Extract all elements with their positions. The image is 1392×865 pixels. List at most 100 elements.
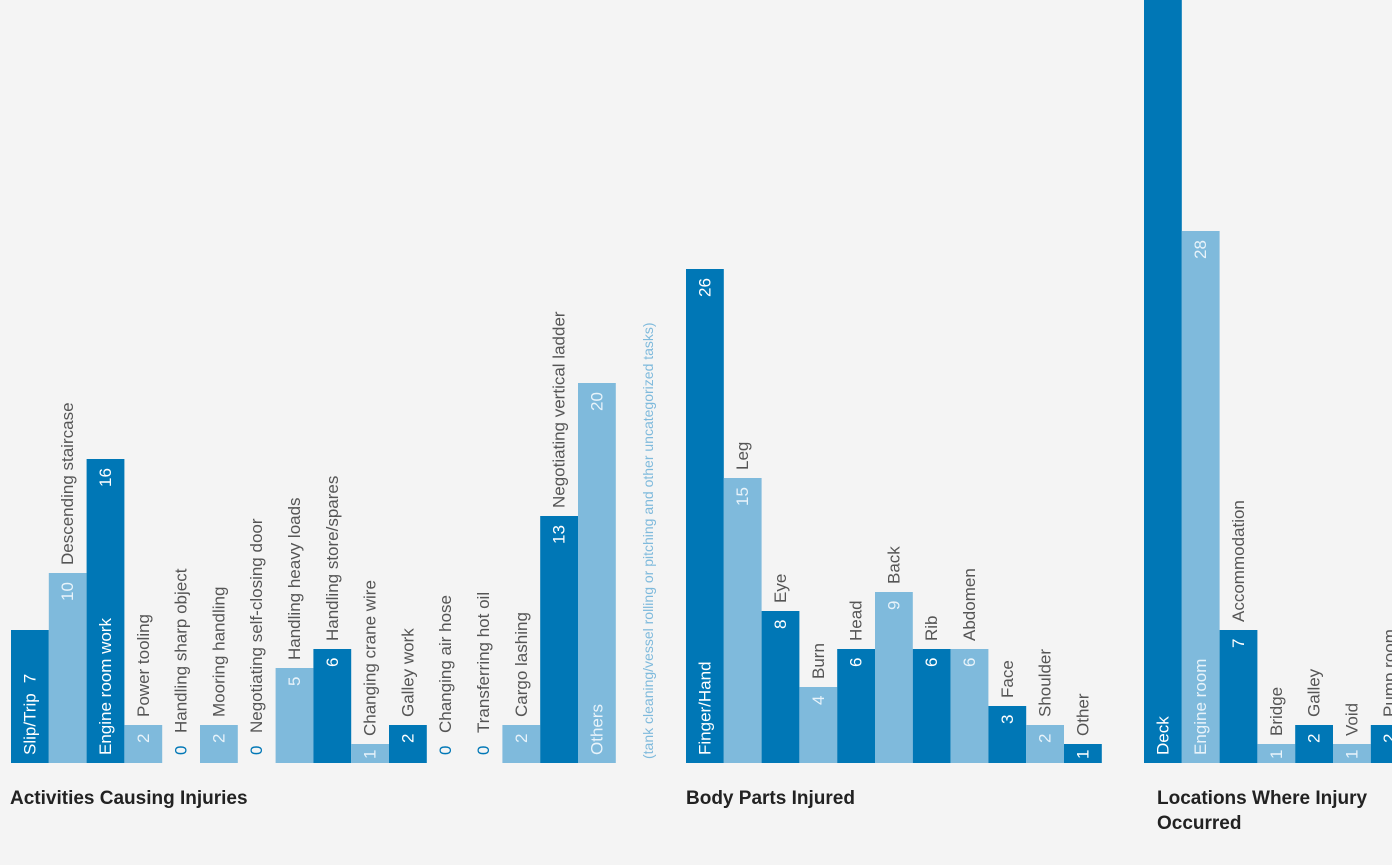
value-label-cargo-lashing: 2 [512, 734, 531, 743]
bar-bridge [1257, 744, 1296, 763]
bar-deck [1144, 0, 1182, 763]
value-label-galley: 2 [1305, 734, 1324, 743]
value-label-other: 1 [1073, 750, 1092, 759]
category-label-engine-room-work: Engine room work [96, 617, 115, 755]
others-annotation: (tank cleaning/vessel rolling or pitchin… [640, 322, 656, 759]
value-label-handling-heavy-loads: 5 [285, 677, 304, 686]
category-label-eye: Eye [771, 574, 790, 603]
value-label-transferring-hot-oil: 0 [474, 746, 493, 755]
bar-negotiating-vertical-ladder [540, 516, 578, 763]
bar-galley [1295, 725, 1333, 763]
bar-burn [799, 687, 838, 763]
value-label-leg: 15 [733, 487, 752, 506]
category-label-power-tooling: Power tooling [134, 614, 153, 717]
value-label-power-tooling: 2 [134, 734, 153, 743]
bar-face [988, 706, 1027, 763]
value-label-head: 6 [847, 658, 866, 667]
bar-accommodation [1219, 630, 1258, 763]
bar-eye [761, 611, 800, 763]
category-label-leg: Leg [733, 442, 752, 470]
category-label-shoulder: Shoulder [1036, 649, 1055, 717]
bar-pump-room [1370, 725, 1392, 763]
value-label-finger-hand: 26 [695, 278, 714, 297]
category-label-burn: Burn [809, 643, 828, 679]
chart-title-locations: Locations Where Injury Occurred [1157, 788, 1368, 834]
category-label-face: Face [998, 660, 1017, 698]
bar-head [837, 649, 875, 763]
category-label-engine-room: Engine room [1191, 659, 1210, 755]
category-label-transferring-hot-oil: Transferring hot oil [474, 592, 493, 733]
category-label-rib: Rib [922, 615, 941, 641]
bar-abdomen [950, 649, 989, 763]
bar-finger-hand [686, 269, 724, 763]
value-label-bridge: 1 [1267, 750, 1286, 759]
value-label-others: 20 [587, 392, 606, 411]
value-label-handling-sharp-object: 0 [172, 746, 191, 755]
value-label-negotiating-self-closing-door: 0 [247, 746, 266, 755]
bar-cargo-lashing [502, 725, 541, 763]
bar-shoulder [1026, 725, 1064, 763]
category-label-negotiating-vertical-ladder: Negotiating vertical ladder [550, 311, 569, 508]
chart-title-activities: Activities Causing Injuries [10, 788, 248, 809]
value-label-void: 1 [1342, 750, 1361, 759]
bar-handling-heavy-loads [275, 668, 314, 763]
category-label-finger-hand: Finger/Hand [695, 661, 714, 755]
category-label-handling-heavy-loads: Handling heavy loads [285, 497, 304, 660]
category-label-head: Head [847, 600, 866, 641]
value-label-mooring-handling: 2 [209, 734, 228, 743]
value-label-galley-work: 2 [398, 734, 417, 743]
value-label-engine-room: 28 [1191, 240, 1210, 259]
bar-changing-crane-wire [351, 744, 389, 763]
bar-void [1333, 744, 1371, 763]
value-label-pump-room: 2 [1380, 734, 1392, 743]
value-label-abdomen: 6 [960, 658, 979, 667]
bar-other [1064, 744, 1102, 763]
bar-power-tooling [124, 725, 163, 763]
category-label-others: Others [587, 704, 606, 755]
category-label-galley-work: Galley work [398, 628, 417, 717]
category-label-pump-room: Pump room [1380, 629, 1392, 717]
bar-others [578, 383, 616, 763]
category-label-abdomen: Abdomen [960, 568, 979, 641]
bar-engine-room [1181, 231, 1220, 763]
category-label-handling-store-spares: Handling store/spares [323, 476, 342, 641]
value-label-changing-crane-wire: 1 [361, 750, 380, 759]
category-label-changing-air-hose: Changing air hose [436, 595, 455, 733]
bar-rib [912, 649, 951, 763]
bar-leg [723, 478, 762, 763]
value-label-burn: 4 [809, 696, 828, 705]
value-label-handling-store-spares: 6 [323, 658, 342, 667]
bar-mooring-handling [200, 725, 238, 763]
chart-title-body-parts: Body Parts Injured [686, 788, 855, 809]
category-label-galley: Galley [1305, 668, 1324, 717]
value-label-back: 9 [884, 601, 903, 610]
value-label-descending-staircase: 10 [58, 582, 77, 601]
category-label-deck: Deck [1153, 716, 1172, 755]
category-label-void: Void [1342, 703, 1361, 736]
value-label-face: 3 [998, 715, 1017, 724]
bar-engine-room-work [86, 459, 125, 763]
category-label-descending-staircase: Descending staircase [58, 402, 77, 565]
category-label-other: Other [1073, 693, 1092, 736]
value-label-shoulder: 2 [1036, 734, 1055, 743]
bar-galley-work [389, 725, 427, 763]
value-label-eye: 8 [771, 620, 790, 629]
bar-descending-staircase [48, 573, 87, 763]
bar-handling-store-spares [313, 649, 352, 763]
category-label-back: Back [884, 546, 903, 584]
category-label-changing-crane-wire: Changing crane wire [361, 580, 380, 736]
category-label-handling-sharp-object: Handling sharp object [172, 568, 191, 733]
value-label-slip-trip: 7 [20, 674, 39, 683]
category-label-accommodation: Accommodation [1229, 500, 1248, 622]
value-label-changing-air-hose: 0 [436, 746, 455, 755]
category-label-bridge: Bridge [1267, 687, 1286, 736]
value-label-engine-room-work: 16 [96, 468, 115, 487]
category-label-negotiating-self-closing-door: Negotiating self-closing door [247, 518, 266, 733]
value-label-negotiating-vertical-ladder: 13 [550, 525, 569, 544]
bar-back [875, 592, 913, 763]
value-label-rib: 6 [922, 658, 941, 667]
bar-slip-trip [11, 630, 49, 763]
category-label-slip-trip: Slip/Trip [20, 693, 39, 755]
